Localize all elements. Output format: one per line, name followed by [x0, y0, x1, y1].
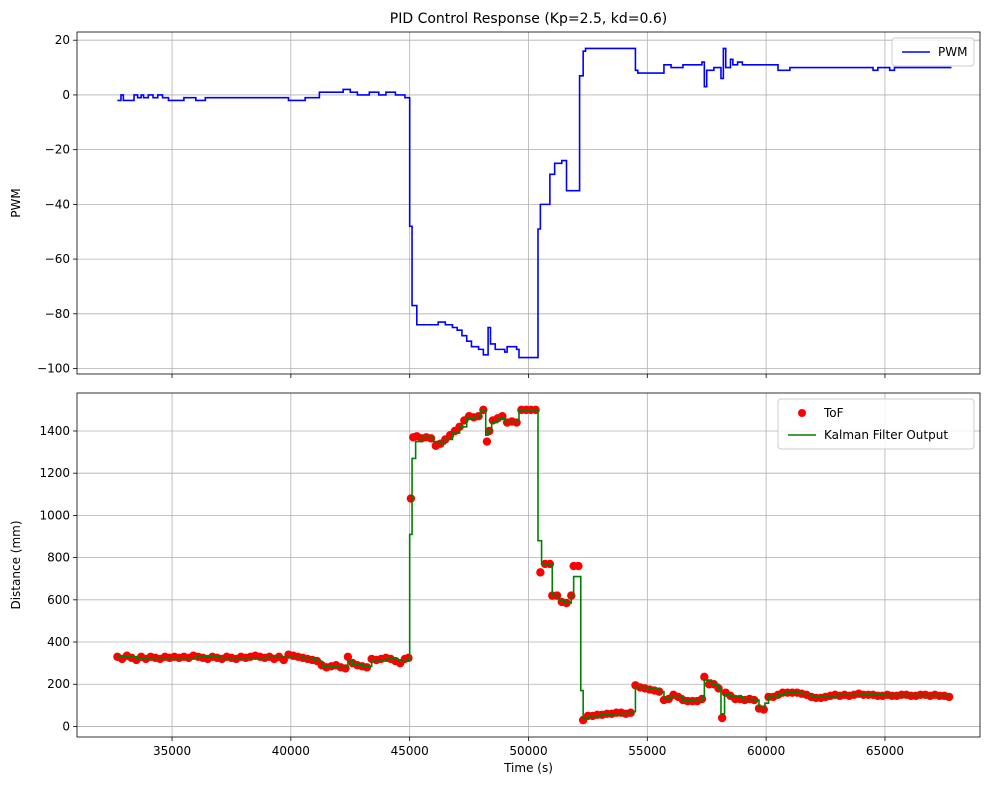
- tof-point: [406, 494, 416, 503]
- y-tick-label: 0: [62, 88, 70, 102]
- kalman-filter-line: [117, 410, 950, 719]
- tof-point: [482, 437, 492, 446]
- y-tick-label: 200: [47, 677, 70, 691]
- pwm-grid: [77, 32, 980, 374]
- distance-x-ticks: 35000 40000 45000 50000 55000 60000 65000: [153, 737, 904, 758]
- y-tick-label: −100: [37, 362, 70, 376]
- tof-point: [700, 672, 709, 682]
- tof-point: [404, 653, 413, 663]
- y-tick-label: 400: [47, 635, 70, 649]
- distance-subplot: 35000 40000 45000 50000 55000 60000 65000 0 200…: [9, 392, 981, 775]
- tof-point: [574, 561, 583, 571]
- pwm-y-axis-label: PWM: [9, 188, 23, 217]
- tof-legend-marker-swatch: [798, 409, 806, 417]
- y-tick-label: 600: [47, 593, 70, 607]
- x-tick-label: 65000: [866, 744, 904, 758]
- pwm-series-layer: [117, 47, 952, 359]
- y-tick-label: 20: [55, 33, 70, 47]
- pwm-chart-title: PID Control Response (Kp=2.5, kd=0.6): [390, 11, 667, 27]
- tof-point: [343, 652, 353, 662]
- y-tick-label: 1200: [39, 466, 70, 480]
- pwm-subplot: −100 −80 −60 −40 −20 0 20 PID Control Response…: [9, 11, 981, 378]
- x-tick-label: 50000: [509, 744, 547, 758]
- distance-y-ticks: 0 200 400 600 800 1000 1200 1400: [39, 424, 77, 733]
- y-tick-label: 0: [62, 719, 70, 733]
- tof-point: [717, 713, 727, 723]
- kalman-legend-label: Kalman Filter Output: [824, 428, 948, 442]
- y-tick-label: 1400: [39, 424, 70, 438]
- distance-series-layer: [113, 405, 954, 725]
- tof-legend-label: ToF: [823, 406, 844, 420]
- pwm-line: [117, 47, 952, 359]
- y-tick-label: −60: [45, 252, 70, 266]
- y-tick-label: 800: [47, 551, 70, 565]
- x-tick-label: 55000: [628, 744, 666, 758]
- tof-point: [536, 568, 545, 577]
- pwm-y-ticks: −100 −80 −60 −40 −20 0 20: [37, 33, 77, 376]
- x-tick-label: 40000: [272, 744, 310, 758]
- tof-point: [362, 663, 372, 672]
- tof-point: [944, 692, 954, 702]
- tof-point: [759, 705, 768, 714]
- x-tick-label: 35000: [153, 744, 191, 758]
- pwm-legend-box: [891, 37, 975, 67]
- distance-grid: [77, 393, 980, 737]
- x-tick-label: 60000: [747, 744, 785, 758]
- y-tick-label: −40: [45, 197, 70, 211]
- distance-legend-box: [777, 398, 975, 450]
- distance-y-axis-label: Distance (mm): [9, 520, 23, 609]
- x-tick-label: 45000: [391, 744, 429, 758]
- distance-x-axis-label: Time (s): [503, 761, 553, 775]
- pwm-legend: PWM: [891, 37, 975, 67]
- y-tick-label: 1000: [39, 508, 70, 522]
- y-tick-label: −20: [45, 143, 70, 157]
- distance-legend: ToF Kalman Filter Output: [777, 398, 975, 450]
- y-tick-label: −80: [45, 307, 70, 321]
- pwm-legend-label: PWM: [938, 45, 967, 59]
- pwm-x-ticks: [171, 374, 886, 378]
